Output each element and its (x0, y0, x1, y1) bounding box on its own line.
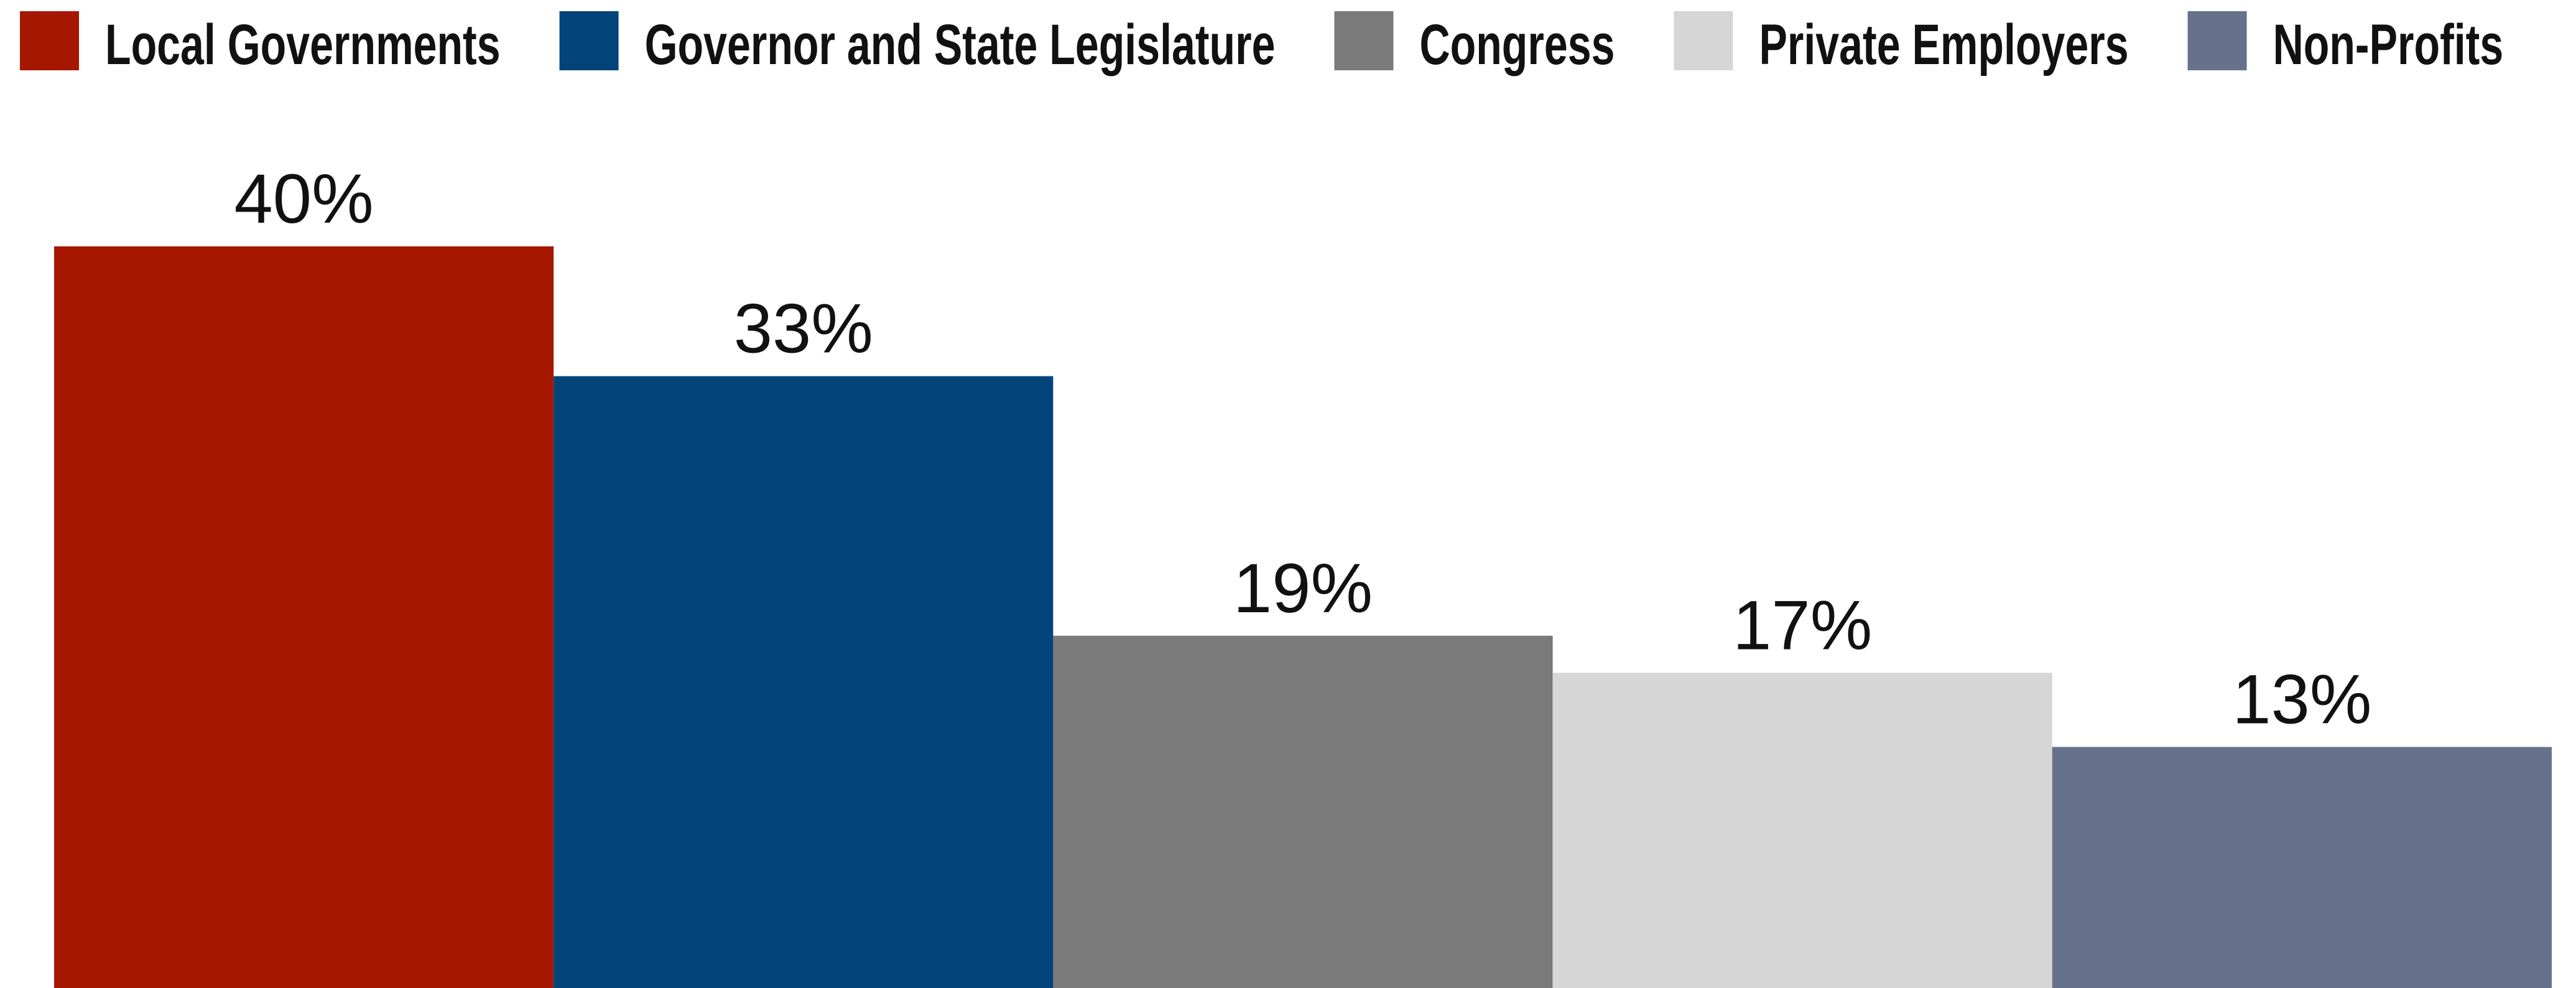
legend-label: Private Employers (1759, 13, 2128, 77)
legend: Local Governments Governor and State Legi… (20, 11, 2503, 77)
legend-swatch (1674, 11, 1733, 70)
bar (1053, 635, 1553, 988)
legend-swatch (20, 11, 79, 70)
legend-label: Congress (1419, 13, 1615, 77)
bar (54, 246, 554, 988)
bar (554, 376, 1054, 988)
legend-label: Governor and State Legislature (645, 13, 1276, 77)
legend-label: Local Governments (105, 13, 501, 77)
legend-swatch (1334, 11, 1394, 70)
value-label: 17% (1733, 586, 1872, 664)
legend-swatch (559, 11, 619, 70)
bar (1552, 673, 2052, 988)
legend-swatch (2187, 11, 2247, 70)
value-label: 40% (234, 160, 374, 238)
value-label: 33% (734, 290, 873, 368)
legend-label: Non-Profits (2273, 13, 2504, 77)
bar (2052, 747, 2552, 988)
value-label: 19% (1233, 549, 1373, 627)
value-label: 13% (2232, 661, 2371, 739)
plot-area: 40% 33% 19% 17% 13% (54, 160, 2552, 988)
